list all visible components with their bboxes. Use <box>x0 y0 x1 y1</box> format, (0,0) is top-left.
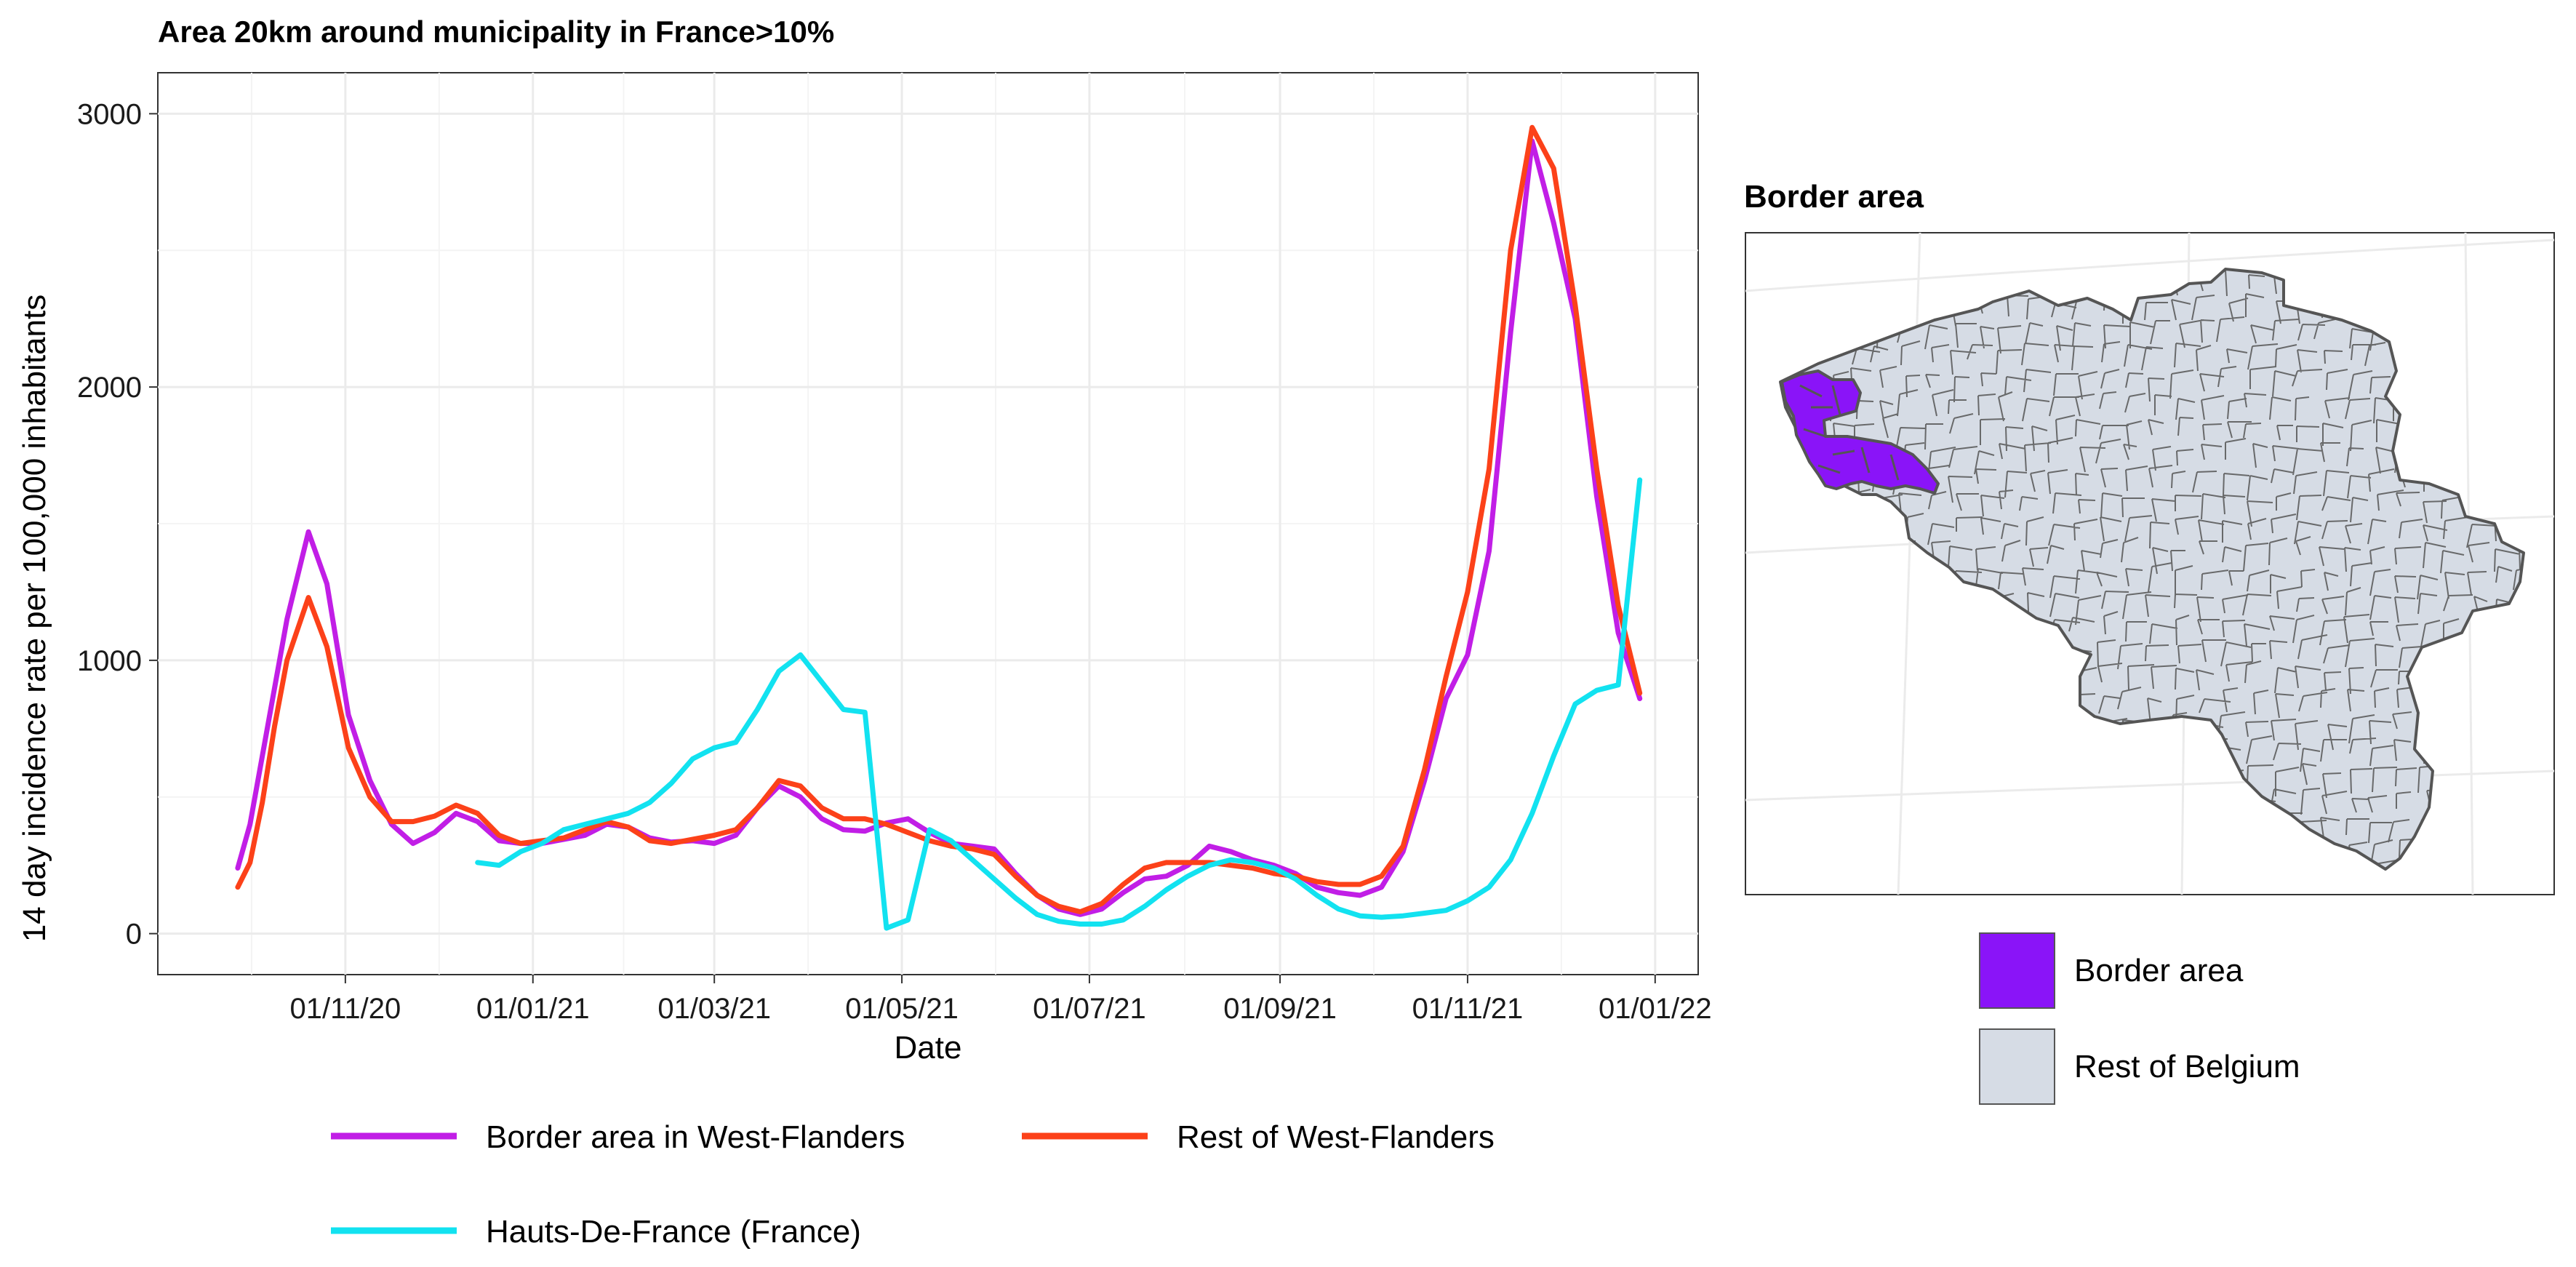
map-legend-label-rest-of-belgium: Rest of Belgium <box>2074 1049 2300 1084</box>
x-tick-label: 01/05/21 <box>845 993 959 1025</box>
chart-title: Area 20km around municipality in France>… <box>158 15 834 49</box>
y-tick-label: 1000 <box>77 645 142 677</box>
map-legend: Border area Rest of Belgium <box>1979 932 2300 1105</box>
x-tick-label: 01/11/21 <box>1412 993 1524 1025</box>
y-tick-label: 2000 <box>77 372 142 404</box>
y-axis: 0 1000 2000 3000 <box>77 98 158 951</box>
legend-label-rest-west-flanders: Rest of West-Flanders <box>1177 1119 1495 1155</box>
y-axis-label: 14 day incidence rate per 100,000 inhabi… <box>17 295 52 942</box>
series-line-0 <box>235 138 1643 917</box>
y-tick-label: 0 <box>126 919 142 951</box>
map-legend-label-border-area: Border area <box>2074 953 2244 988</box>
y-tick-label: 3000 <box>77 98 142 130</box>
series-line-1 <box>235 124 1643 915</box>
x-tick-label: 01/01/22 <box>1599 993 1712 1025</box>
series-layer <box>235 124 1643 931</box>
belgium-map <box>1779 268 2525 871</box>
map-title: Border area <box>1744 179 1924 215</box>
x-tick-label: 01/11/20 <box>290 993 401 1025</box>
border-area-internal-lines <box>1799 384 1900 481</box>
x-tick-label: 01/03/21 <box>657 993 771 1025</box>
map-region-border-area <box>1780 369 1940 495</box>
legend-label-border-area: Border area in West-Flanders <box>486 1119 905 1155</box>
x-axis-label: Date <box>895 1030 962 1066</box>
legend-label-hauts-de-france: Hauts-De-France (France) <box>486 1214 861 1250</box>
series-line-2 <box>475 477 1643 931</box>
x-tick-label: 01/09/21 <box>1223 993 1337 1025</box>
map-legend-swatch-border-area <box>1979 932 2055 1009</box>
x-tick-label: 01/01/21 <box>476 993 590 1025</box>
chart-legend: Border area in West-Flanders Rest of Wes… <box>331 1119 1495 1250</box>
x-axis: 01/11/20 01/01/21 01/03/21 01/05/21 01/07/21… <box>290 975 1712 1025</box>
map-legend-swatch-rest-of-belgium <box>1979 1028 2055 1105</box>
x-tick-label: 01/07/21 <box>1033 993 1146 1025</box>
grid-major <box>158 73 1698 975</box>
